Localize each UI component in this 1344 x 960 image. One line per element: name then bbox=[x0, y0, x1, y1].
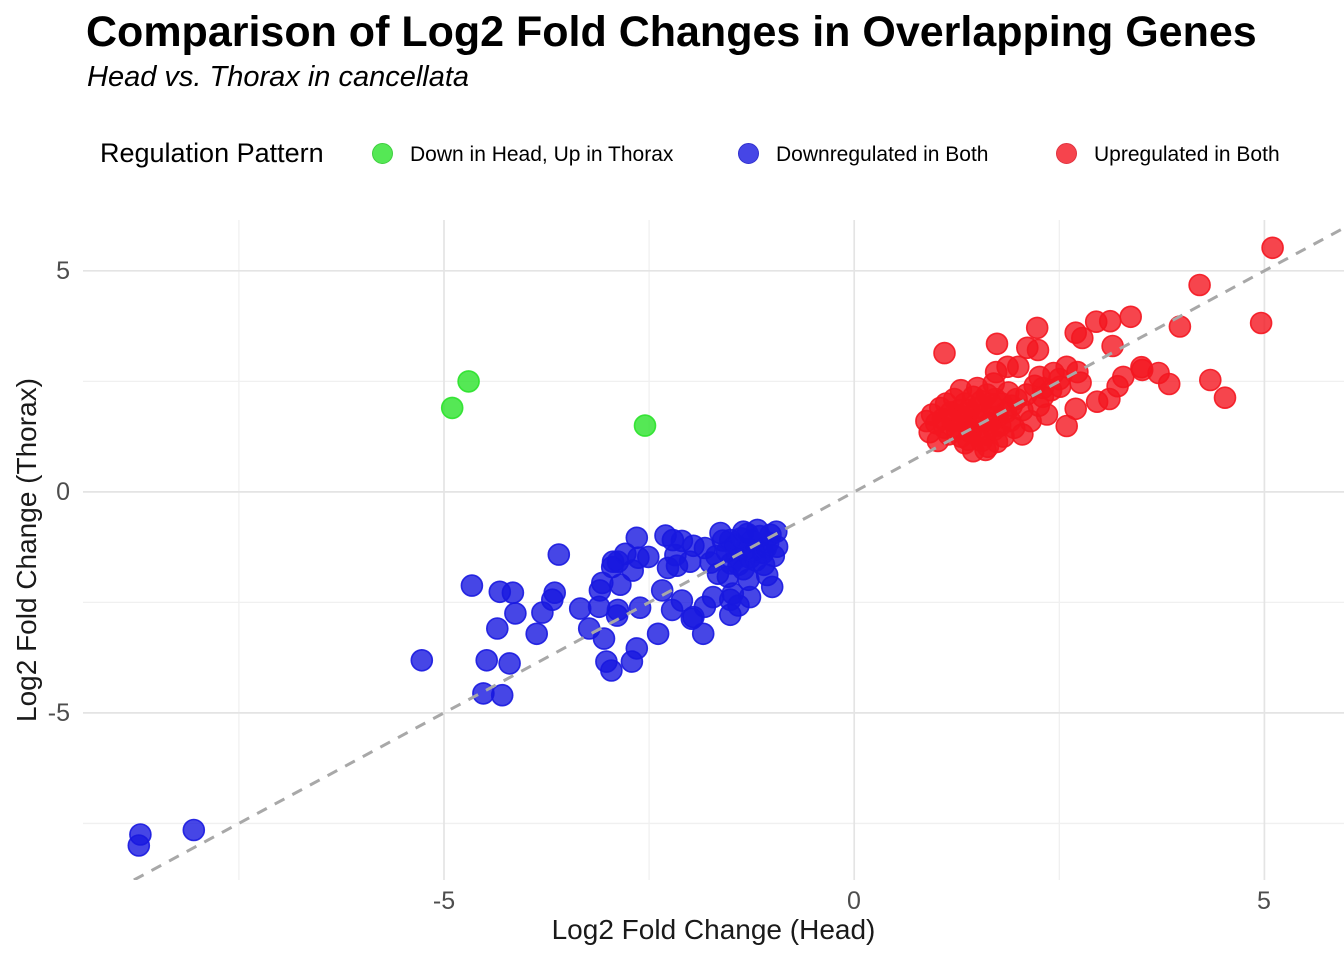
data-point bbox=[961, 439, 985, 463]
data-point bbox=[754, 537, 777, 560]
data-point bbox=[1101, 334, 1124, 358]
data-point bbox=[760, 575, 784, 599]
data-point bbox=[1025, 316, 1049, 340]
data-point bbox=[410, 648, 434, 672]
legend-title: Regulation Pattern bbox=[100, 138, 324, 168]
red-dot-icon bbox=[1056, 143, 1077, 164]
data-point bbox=[625, 526, 649, 550]
data-point bbox=[547, 543, 571, 566]
green-dot-icon bbox=[372, 143, 393, 164]
data-point bbox=[1261, 236, 1284, 260]
legend-item-label: Downregulated in Both bbox=[776, 143, 989, 166]
x-axis-title: Log2 Fold Change (Head) bbox=[551, 914, 876, 945]
data-point bbox=[1249, 311, 1273, 335]
data-point bbox=[985, 332, 1009, 356]
data-point bbox=[543, 581, 567, 605]
identity-line bbox=[133, 226, 1344, 880]
data-point bbox=[182, 818, 206, 842]
data-point bbox=[1130, 355, 1153, 379]
data-point bbox=[1006, 355, 1030, 379]
x-tick-label-neg5: -5 bbox=[432, 887, 456, 915]
data-point bbox=[606, 598, 630, 622]
data-point bbox=[650, 579, 674, 602]
data-point bbox=[670, 589, 694, 612]
data-point bbox=[1213, 386, 1237, 410]
data-point bbox=[1011, 423, 1034, 446]
legend-item-label: Down in Head, Up in Thorax bbox=[410, 143, 674, 166]
chart-subtitle: Head vs. Thorax in cancellata bbox=[87, 61, 470, 93]
data-point bbox=[699, 551, 722, 574]
data-point bbox=[933, 341, 956, 365]
data-point bbox=[1119, 305, 1142, 329]
data-points-layer bbox=[127, 236, 1284, 857]
legend: Regulation Pattern Down in Head, Up in T… bbox=[0, 134, 1344, 174]
data-point bbox=[525, 622, 549, 646]
data-point bbox=[592, 627, 616, 650]
page-title: Comparison of Log2 Fold Changes in Overl… bbox=[86, 8, 1257, 56]
data-point bbox=[440, 396, 464, 420]
data-point bbox=[691, 622, 715, 646]
legend-item-label: Upregulated in Both bbox=[1094, 143, 1280, 166]
data-point bbox=[1064, 397, 1087, 421]
data-point bbox=[1071, 326, 1094, 350]
data-point bbox=[1035, 403, 1059, 426]
blue-dot-icon bbox=[738, 143, 759, 164]
data-point bbox=[490, 683, 514, 707]
data-point bbox=[625, 637, 649, 660]
data-point bbox=[504, 602, 527, 625]
data-point bbox=[498, 652, 521, 675]
data-point bbox=[926, 429, 950, 453]
data-point bbox=[1188, 273, 1211, 297]
data-point bbox=[1016, 336, 1039, 360]
y-tick-label-5: 5 bbox=[56, 257, 70, 285]
y-axis-title: Log2 Fold Change (Thorax) bbox=[11, 378, 42, 722]
data-point bbox=[736, 522, 759, 546]
y-tick-label-0: 0 bbox=[56, 478, 70, 506]
data-point bbox=[460, 574, 484, 597]
data-point bbox=[738, 585, 762, 609]
y-tick-label-neg5: -5 bbox=[47, 699, 70, 727]
data-point bbox=[501, 581, 525, 605]
data-point bbox=[1085, 390, 1109, 414]
data-point bbox=[609, 573, 632, 597]
data-point bbox=[475, 648, 499, 672]
data-point bbox=[600, 659, 623, 682]
data-point bbox=[628, 596, 652, 620]
data-point bbox=[1106, 374, 1129, 398]
data-point bbox=[485, 617, 509, 640]
data-point bbox=[1084, 310, 1108, 334]
data-point bbox=[982, 372, 1006, 395]
data-point bbox=[127, 834, 151, 857]
data-point bbox=[646, 622, 670, 646]
data-point bbox=[457, 370, 480, 393]
x-tick-label-5: 5 bbox=[1257, 887, 1271, 915]
data-point bbox=[568, 597, 592, 620]
x-tick-label-0: 0 bbox=[847, 887, 861, 915]
data-point bbox=[636, 545, 660, 569]
data-point bbox=[1199, 368, 1222, 392]
data-point bbox=[633, 414, 657, 437]
gridlines-major bbox=[83, 220, 1344, 880]
identity-reference-line bbox=[133, 226, 1344, 880]
data-point bbox=[726, 545, 750, 569]
